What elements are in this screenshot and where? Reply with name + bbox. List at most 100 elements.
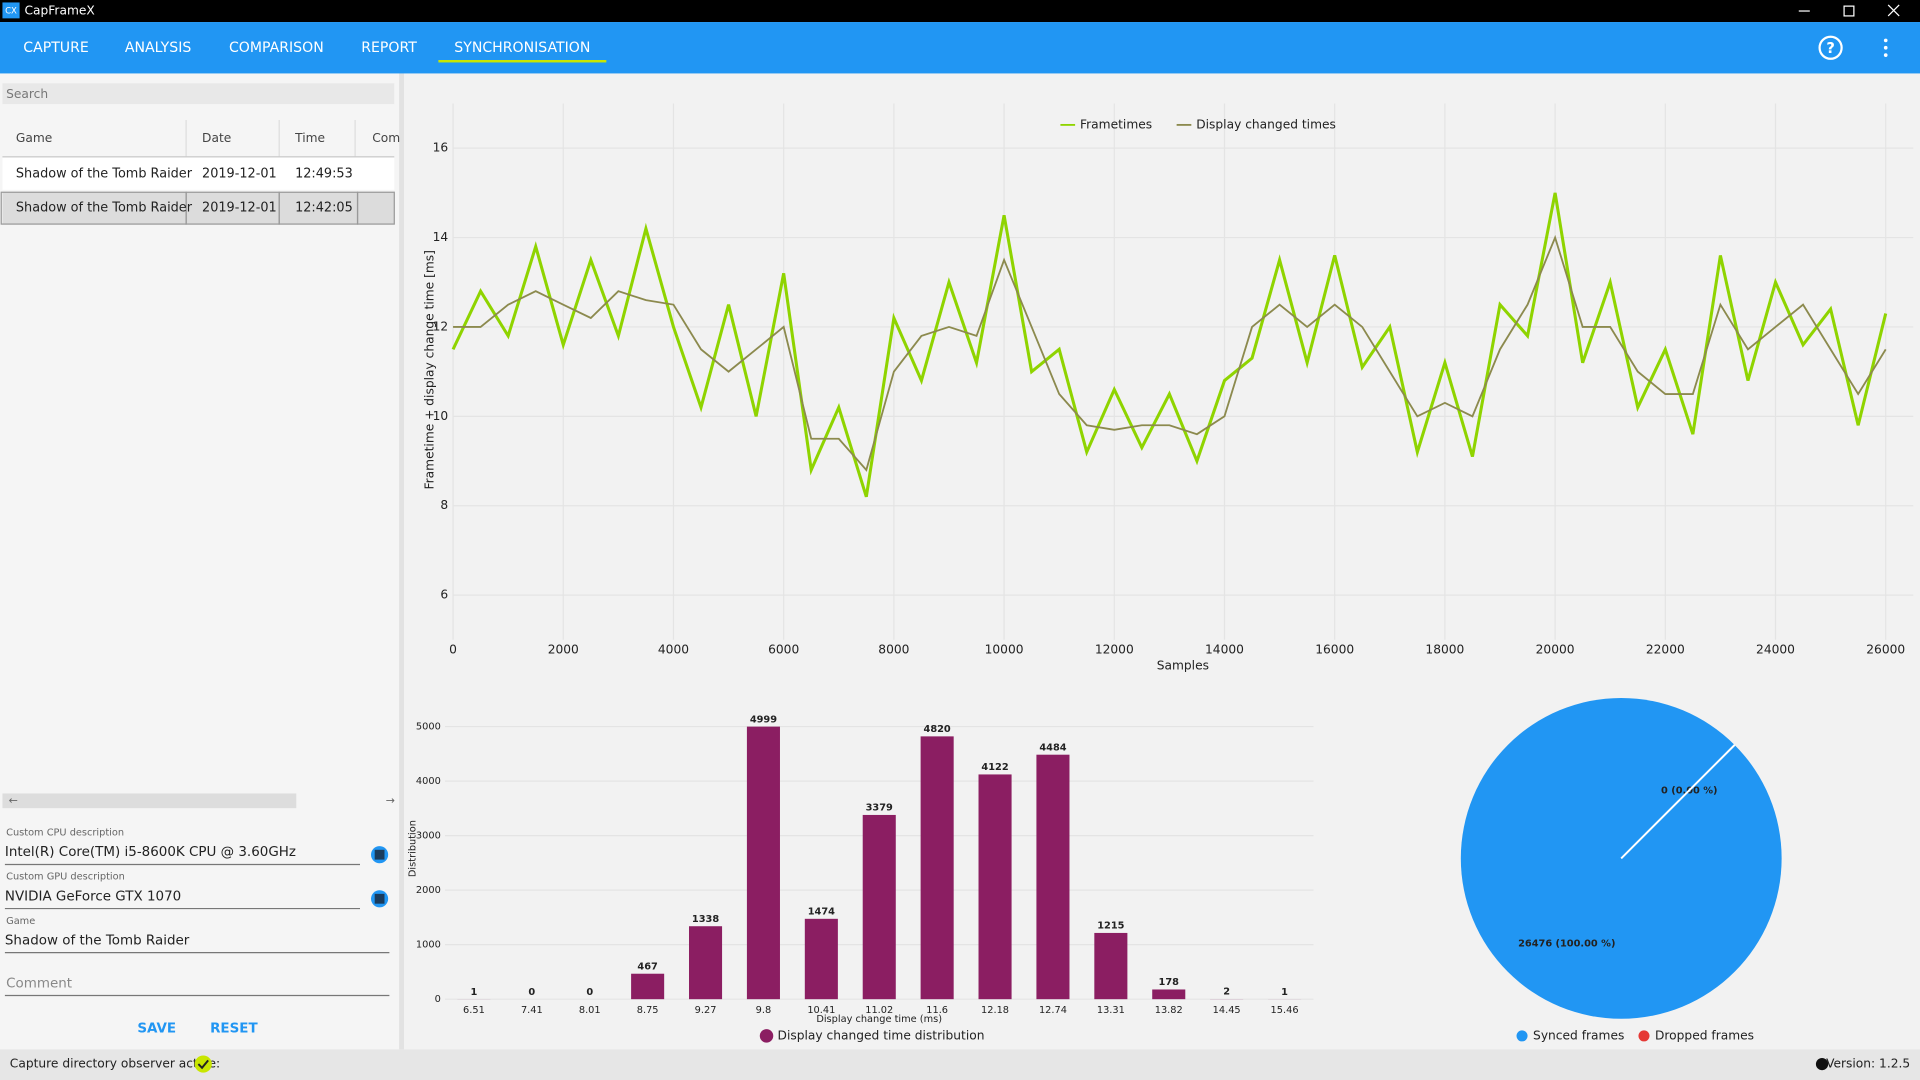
y-tick-label: 2000 xyxy=(416,885,441,896)
legend-swatch xyxy=(759,1029,774,1043)
menu-dot[interactable] xyxy=(1883,45,1888,50)
y-tick-label: 5000 xyxy=(416,722,441,733)
legend-swatch xyxy=(1638,1030,1650,1042)
x-tick-label: 18000 xyxy=(1425,643,1464,657)
legend-label: Dropped frames xyxy=(1655,1028,1754,1042)
y-axis-label: Distribution xyxy=(408,820,419,877)
app-icon xyxy=(2,2,20,19)
app-icon-text: CX xyxy=(5,7,17,17)
x-tick-label: 13.31 xyxy=(1097,1005,1125,1016)
data-label: 4820 xyxy=(924,724,951,735)
data-label: 4122 xyxy=(981,762,1008,773)
y-tick-label: 0 xyxy=(435,994,441,1005)
legend-swatch xyxy=(1516,1030,1528,1042)
bar xyxy=(1152,989,1186,1000)
reset-button[interactable]: RESET xyxy=(210,1022,258,1037)
table-cell[interactable]: 12:42:05 xyxy=(295,201,353,216)
comment-placeholder[interactable]: Comment xyxy=(6,976,72,991)
help-button[interactable] xyxy=(1818,35,1843,60)
x-tick-label: 8000 xyxy=(878,643,909,657)
scroll-right[interactable]: → xyxy=(386,794,395,807)
y-axis-label: Frametime + display change time [ms] xyxy=(422,250,436,489)
x-tick-label: 10.41 xyxy=(807,1005,835,1016)
status-bar xyxy=(0,1049,1920,1080)
x-tick-label: 7.41 xyxy=(521,1005,543,1016)
x-tick-label: 14.45 xyxy=(1213,1005,1241,1016)
table-cell[interactable]: 2019-12-01 xyxy=(202,201,277,216)
x-tick-label: 24000 xyxy=(1756,643,1795,657)
column-header[interactable]: Date xyxy=(202,131,231,145)
table-row[interactable] xyxy=(2,192,395,225)
table-cell[interactable]: Shadow of the Tomb Raider xyxy=(16,201,193,216)
menu-button[interactable] xyxy=(1883,38,1888,57)
x-tick-label: 6.51 xyxy=(463,1005,485,1016)
series-line xyxy=(451,192,1888,498)
pie-label: 26476 (100.00 %) xyxy=(1518,938,1615,949)
table-row[interactable] xyxy=(2,157,395,190)
data-label: 1 xyxy=(1281,987,1288,998)
legend-label: Display changed time distribution xyxy=(778,1028,985,1042)
nav-tab[interactable]: CAPTURE xyxy=(23,40,89,56)
splitter xyxy=(399,73,405,1050)
table-header xyxy=(2,120,395,157)
window-controls[interactable] xyxy=(1798,4,1900,17)
bar xyxy=(804,918,838,1000)
scroll-left[interactable]: ← xyxy=(9,794,18,807)
bar xyxy=(1094,932,1128,1000)
bar xyxy=(631,973,665,1000)
nav-tab[interactable]: REPORT xyxy=(361,40,417,56)
save-button[interactable]: SAVE xyxy=(137,1022,176,1037)
legend-label: Synced frames xyxy=(1533,1028,1624,1042)
table-cell[interactable]: 12:49:53 xyxy=(295,166,353,181)
y-tick-label: 6 xyxy=(440,588,448,602)
search-box[interactable] xyxy=(2,83,395,105)
plot-background xyxy=(416,97,1918,649)
menu-dot[interactable] xyxy=(1883,38,1888,43)
column-header[interactable]: Game xyxy=(16,131,52,145)
data-label: 2 xyxy=(1223,987,1230,998)
scrollbar-thumb[interactable] xyxy=(2,793,297,809)
x-tick-label: 8.01 xyxy=(579,1005,601,1016)
check-mark xyxy=(197,1059,209,1070)
observer-check xyxy=(194,1055,212,1073)
nav-tab[interactable]: ANALYSIS xyxy=(125,40,191,56)
x-tick-label: 16000 xyxy=(1315,643,1354,657)
info-icon xyxy=(1815,1057,1829,1071)
menu-dot[interactable] xyxy=(1883,53,1888,57)
x-tick-label: 13.82 xyxy=(1155,1005,1183,1016)
x-tick-label: 8.75 xyxy=(637,1005,659,1016)
x-tick-label: 11.6 xyxy=(926,1005,948,1016)
field-value[interactable]: NVIDIA GeForce GTX 1070 xyxy=(5,889,181,904)
column-header[interactable]: Time xyxy=(294,131,325,145)
data-label: 1338 xyxy=(692,914,719,925)
close[interactable] xyxy=(1887,4,1900,17)
table-cell[interactable]: Shadow of the Tomb Raider xyxy=(16,166,193,181)
x-tick-label: 12.74 xyxy=(1039,1005,1067,1016)
search-placeholder[interactable]: Search xyxy=(6,87,48,101)
nav-tab[interactable]: SYNCHRONISATION xyxy=(454,40,590,56)
x-tick-label: 6000 xyxy=(768,643,799,657)
data-label: 178 xyxy=(1159,977,1180,988)
data-label: 3379 xyxy=(866,803,893,814)
y-tick-label: 14 xyxy=(433,230,449,244)
field-value[interactable]: Shadow of the Tomb Raider xyxy=(5,933,190,948)
y-tick-label: 16 xyxy=(433,141,449,155)
field-value[interactable]: Intel(R) Core(TM) i5-8600K CPU @ 3.60GHz xyxy=(5,845,296,860)
add-icon[interactable] xyxy=(374,893,385,904)
column-header[interactable]: Com xyxy=(372,131,400,145)
restore[interactable] xyxy=(1843,5,1855,17)
x-tick-label: 2000 xyxy=(548,643,579,657)
nav-tab[interactable]: COMPARISON xyxy=(229,40,324,56)
x-tick-label: 11.02 xyxy=(865,1005,893,1016)
add-icon[interactable] xyxy=(374,849,385,860)
nav-bar xyxy=(0,22,1920,74)
title-bar xyxy=(0,0,1920,23)
legend-label: Frametimes xyxy=(1080,117,1152,131)
x-axis-label: Display change time (ms) xyxy=(816,1014,942,1025)
active-tab-underline xyxy=(438,60,607,63)
x-tick-label: 26000 xyxy=(1866,643,1905,657)
help-icon[interactable]: ? xyxy=(1826,40,1835,57)
table-cell[interactable]: 2019-12-01 xyxy=(202,166,277,181)
x-tick-label: 4000 xyxy=(658,643,689,657)
